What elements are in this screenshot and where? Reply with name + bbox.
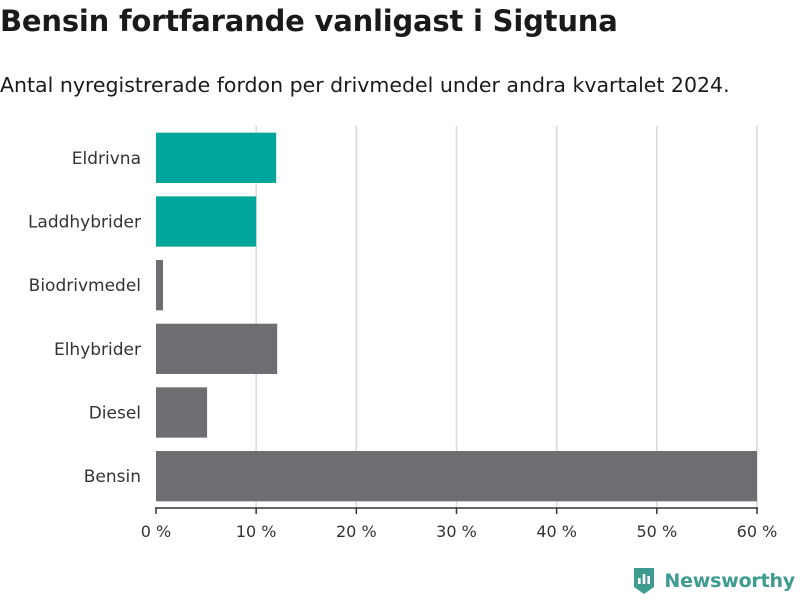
x-tick-label-40: 40 % [536, 522, 577, 541]
bars [156, 132, 757, 502]
chart-subtitle: Antal nyregistrerade fordon per drivmede… [0, 73, 730, 97]
x-tick-label-50: 50 % [637, 522, 678, 541]
chart-title: Bensin fortfarande vanligast i Sigtuna [0, 4, 618, 38]
grid-lines [255, 126, 758, 508]
x-tick-label-20: 20 % [336, 522, 377, 541]
bar-laddhybrider [156, 196, 257, 247]
x-tick-label-10: 10 % [236, 522, 277, 541]
category-label-elhybrider: Elhybrider [54, 340, 141, 360]
category-labels: Eldrivna Laddhybrider Biodrivmedel Elhybrid… [28, 149, 141, 487]
category-label-biodrivmedel: Biodrivmedel [29, 276, 141, 296]
brand-logo: Newsworthy [632, 567, 795, 595]
bar-eldrivna [156, 132, 277, 183]
category-label-eldrivna: Eldrivna [72, 149, 141, 169]
bar-bensin [156, 451, 757, 502]
x-tick-label-60: 60 % [737, 522, 778, 541]
category-label-laddhybrider: Laddhybrider [28, 213, 141, 233]
category-label-bensin: Bensin [84, 467, 141, 487]
bar-elhybrider [156, 323, 278, 374]
bar-diesel [156, 387, 208, 438]
x-tick-label-30: 30 % [436, 522, 477, 541]
bar-chart-badge-icon [634, 568, 655, 594]
x-axis: 0 % 10 % 20 % 30 % 40 % 50 % 60 % [141, 507, 778, 541]
bar-biodrivmedel [156, 260, 164, 311]
category-label-diesel: Diesel [89, 404, 141, 424]
brand-name: Newsworthy [664, 570, 795, 592]
x-tick-label-0: 0 % [141, 522, 171, 541]
